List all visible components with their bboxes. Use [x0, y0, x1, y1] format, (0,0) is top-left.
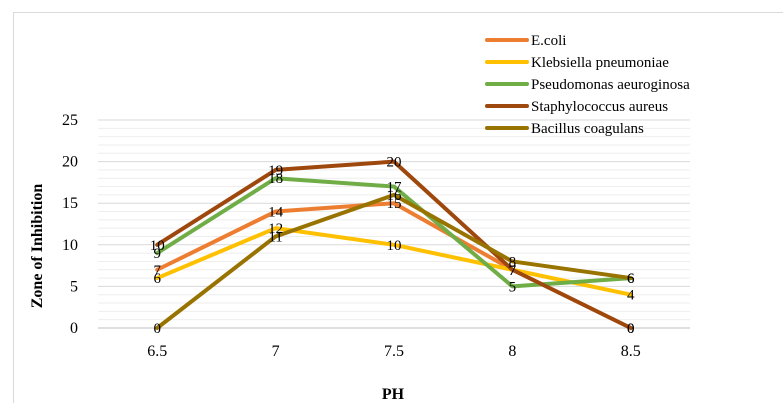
data-label: 0 — [627, 321, 635, 337]
chart-frame — [13, 12, 783, 403]
data-label: 9 — [153, 246, 161, 262]
legend: E.coli Klebsiella pneumoniae Pseudomonas a… — [485, 33, 690, 137]
y-axis-title: Zone of Inhibition — [29, 184, 46, 309]
data-label: 14 — [268, 205, 284, 221]
data-label: 17 — [387, 180, 403, 196]
data-label: 8 — [509, 254, 517, 270]
y-tick-label: 10 — [62, 237, 78, 254]
x-tick-label: 8 — [508, 343, 516, 360]
series-line — [155, 159, 633, 330]
series-line — [155, 226, 633, 297]
x-tick-label: 7 — [272, 343, 280, 360]
data-label: 0 — [153, 321, 161, 337]
data-label: 16 — [387, 188, 403, 204]
legend-label: E.coli — [531, 33, 566, 49]
y-tick-label: 5 — [70, 278, 78, 295]
data-label: 18 — [268, 171, 283, 187]
legend-label: Staphylococcus aureus — [531, 99, 668, 115]
y-tick-label: 20 — [62, 154, 78, 171]
legend-label: Pseudomonas aeuroginosa — [531, 77, 690, 93]
data-label: 7 — [509, 263, 517, 279]
gridlines — [98, 119, 690, 321]
data-label: 7 — [153, 263, 161, 279]
y-axis-ticks: 0 5 10 15 20 25 — [62, 112, 78, 337]
y-tick-label: 0 — [70, 320, 78, 337]
data-label: 19 — [268, 163, 283, 179]
series-line — [155, 192, 633, 330]
data-label: 12 — [268, 221, 283, 237]
y-tick-label: 15 — [62, 195, 78, 212]
data-label: 15 — [387, 196, 402, 212]
data-label: 10 — [387, 238, 402, 254]
data-label: 20 — [387, 155, 402, 171]
x-tick-label: 8.5 — [621, 343, 641, 360]
data-label: 10 — [150, 238, 165, 254]
data-label: 6 — [153, 271, 161, 287]
series-line — [155, 176, 633, 289]
legend-label: Klebsiella pneumoniae — [531, 55, 669, 71]
x-axis-ticks: 6.5 7 7.5 8 8.5 — [147, 343, 641, 360]
x-axis-title: PH — [382, 386, 405, 403]
data-label: 0 — [627, 321, 635, 337]
series-lines — [155, 159, 633, 330]
series-line — [155, 201, 633, 330]
data-label: 11 — [268, 229, 282, 245]
data-label: 4 — [627, 288, 635, 304]
legend-label: Bacillus coagulans — [531, 121, 644, 137]
data-label: 5 — [509, 279, 517, 295]
data-label: 7 — [509, 263, 517, 279]
x-tick-label: 6.5 — [147, 343, 167, 360]
y-tick-label: 25 — [62, 112, 78, 129]
data-label: 6 — [627, 271, 635, 287]
x-tick-label: 7.5 — [384, 343, 404, 360]
data-label: 6 — [627, 271, 635, 287]
data-label: 7 — [509, 263, 517, 279]
